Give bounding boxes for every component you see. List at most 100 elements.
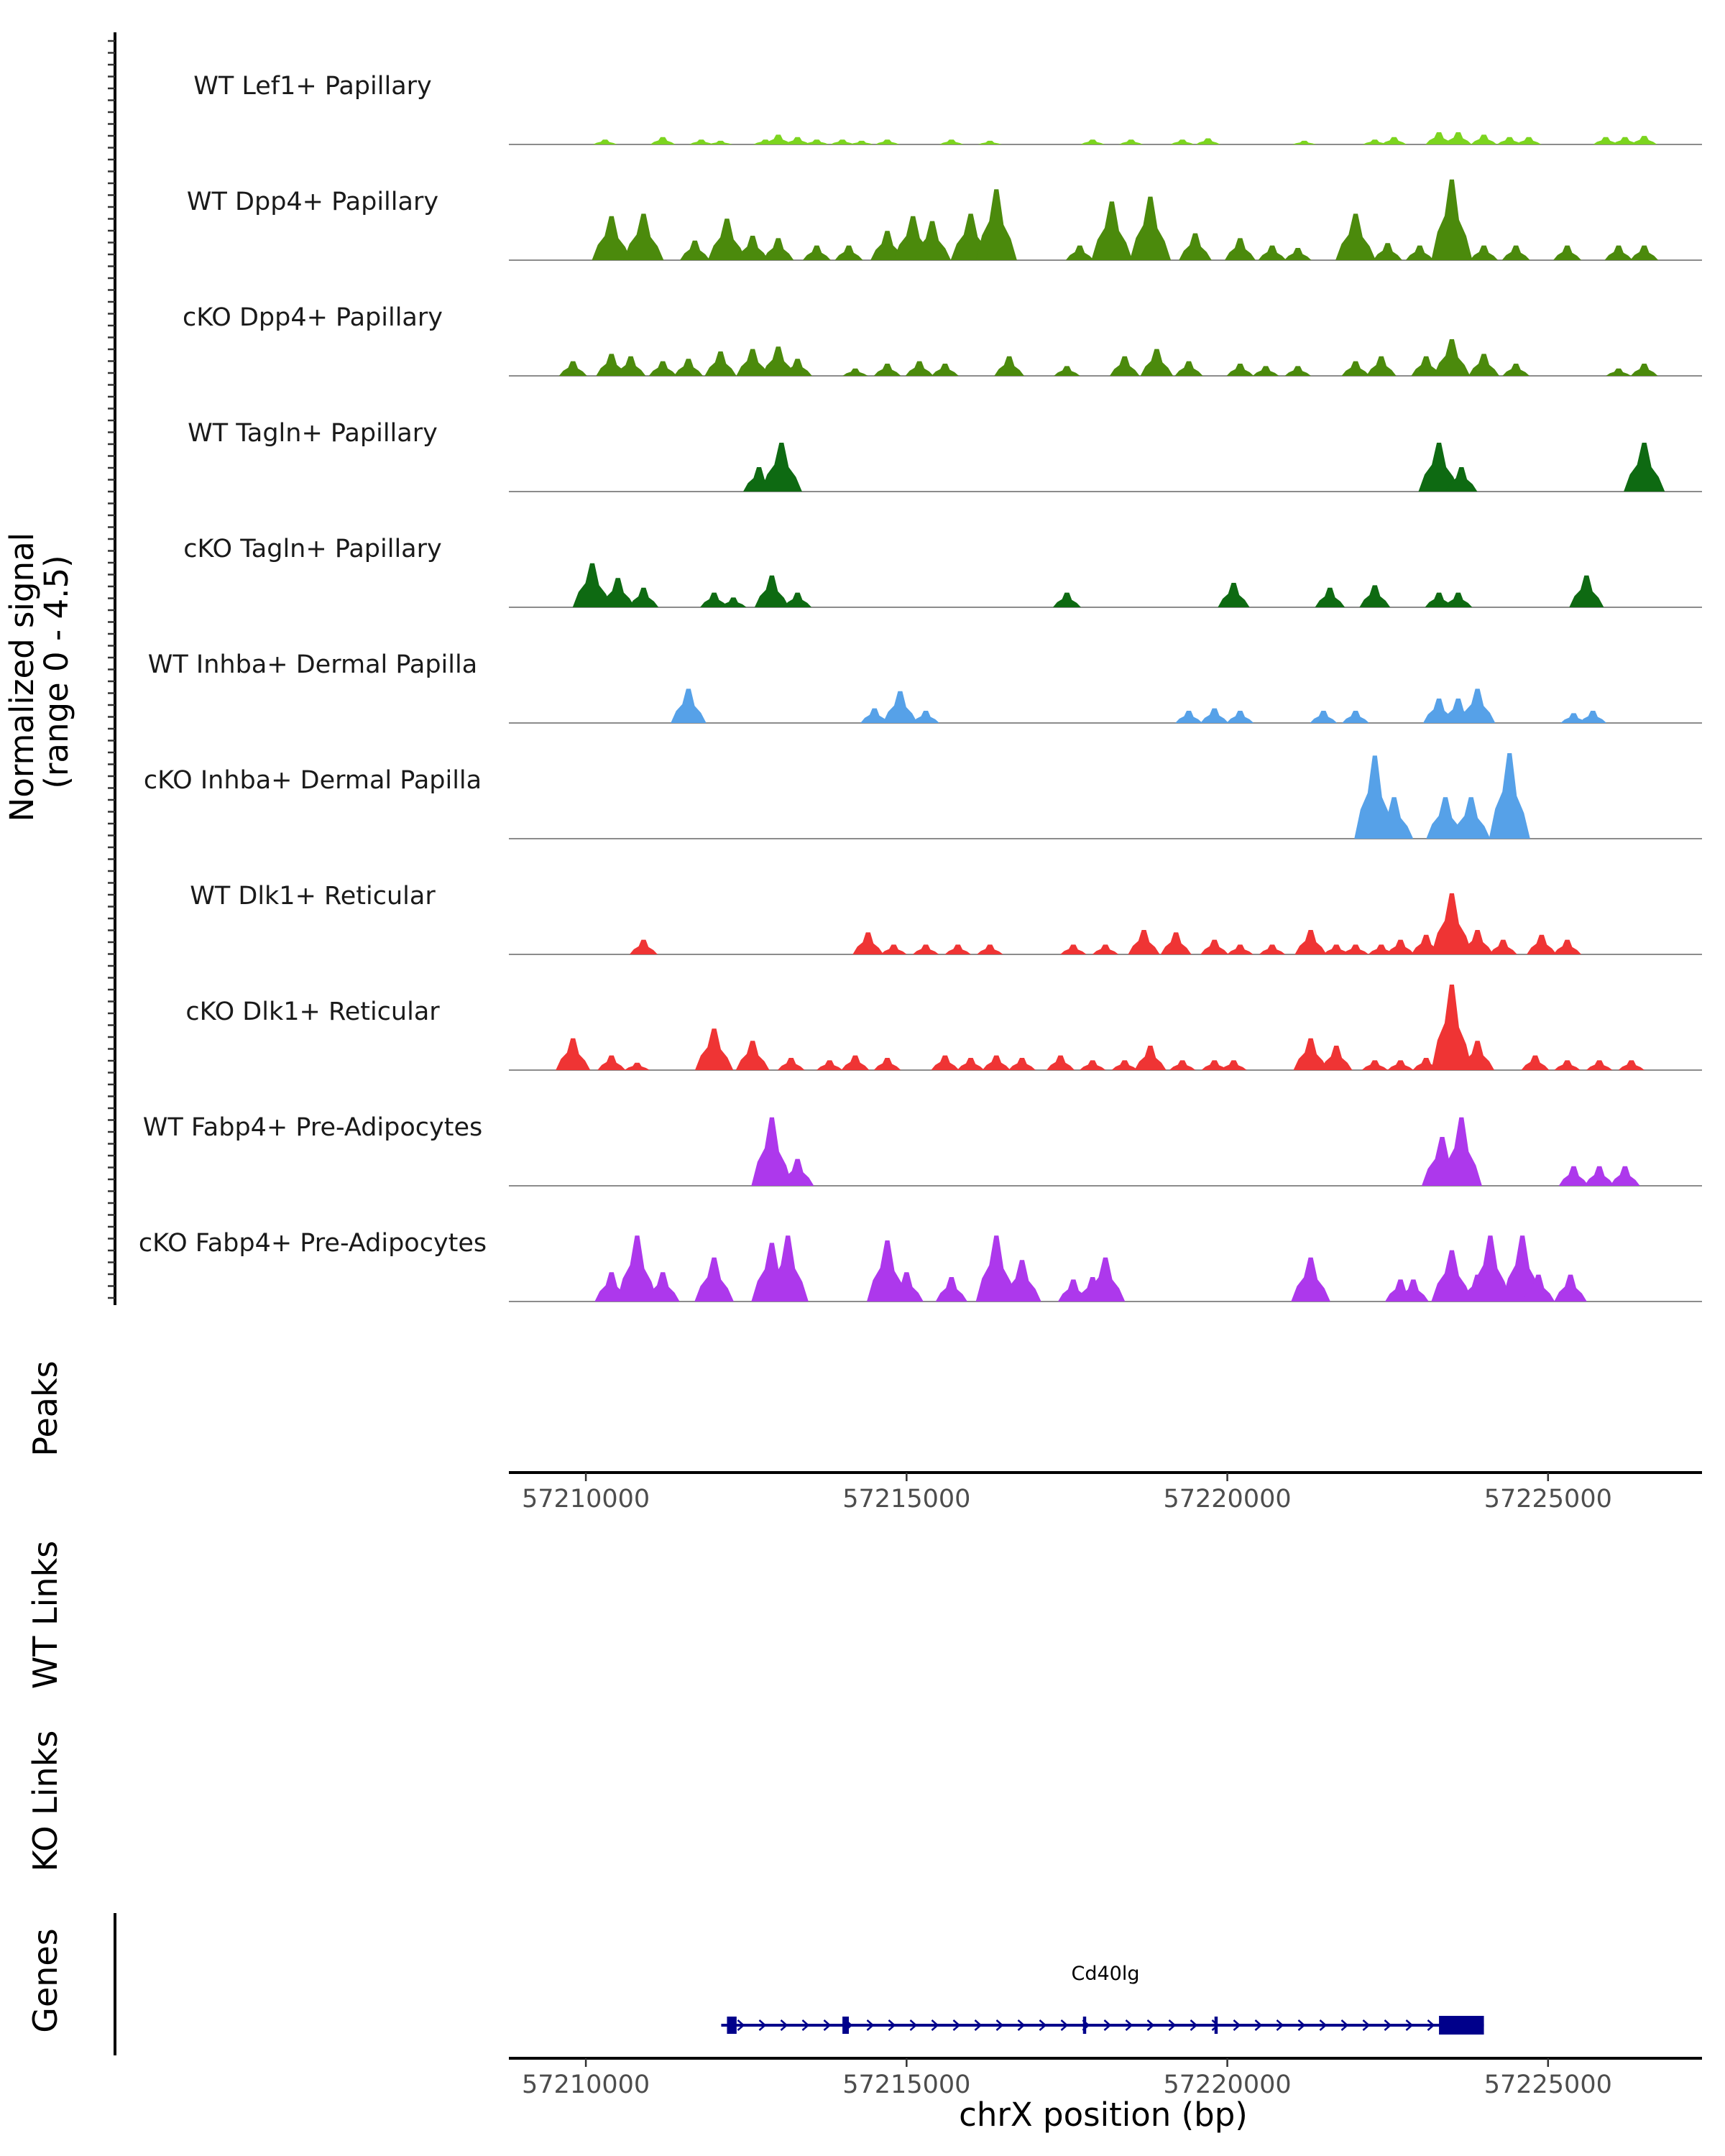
coverage-peak [1501, 1235, 1543, 1302]
strand-arrow [995, 2019, 1004, 2031]
peaks-x-axis: 57210000 57215000 57220000 57225000 [509, 1471, 1702, 1514]
track: cKO Fabp4+ Pre-Adipocytes [139, 1229, 1702, 1302]
coverage-peak [1341, 361, 1370, 376]
coverage-peak [975, 1235, 1017, 1302]
coverage-peak [754, 575, 789, 607]
coverage-peak [1362, 139, 1387, 144]
coverage-peak [1218, 583, 1250, 607]
coverage-peak [761, 346, 796, 376]
coverage-peak [1342, 711, 1369, 723]
coverage-peak [852, 932, 884, 954]
coverage-peak [1118, 139, 1144, 144]
coverage-peak [1065, 245, 1094, 260]
track: WT Tagln+ Papillary [188, 419, 1702, 492]
coverage-peak [1386, 939, 1415, 954]
coverage-peak [767, 1235, 809, 1302]
track-label: WT Dlk1+ Reticular [190, 882, 436, 911]
strand-arrow [974, 2019, 983, 2031]
coverage-peak [1170, 139, 1195, 144]
coverage-peak [1426, 797, 1465, 839]
x-tick-label: 57220000 [1163, 2070, 1291, 2099]
coverage-peak [1468, 354, 1500, 376]
track: WT Dlk1+ Reticular [190, 882, 1702, 955]
coverage-peak [1425, 132, 1453, 144]
strand-arrow [1276, 2019, 1284, 2031]
coverage-peak [912, 711, 939, 723]
x-axis-title: chrX position (bp) [959, 2096, 1248, 2134]
coverage-peak [1445, 132, 1472, 144]
track: WT Lef1+ Papillary [193, 72, 1702, 145]
x-tick-label: 57225000 [1484, 2070, 1612, 2099]
coverage-peak [1470, 245, 1499, 260]
strand-arrow [888, 2019, 896, 2031]
coverage-peak [680, 240, 710, 260]
coverage-peak [615, 356, 646, 376]
coverage-peak [650, 137, 676, 144]
coverage-peak [558, 361, 587, 376]
gene: Cd40lg [721, 1963, 1484, 2035]
coverage-peak [1593, 137, 1619, 144]
coverage-peak [944, 944, 971, 954]
coverage-peak [781, 1158, 814, 1186]
coverage-peak [1294, 930, 1327, 954]
coverage-peak [1501, 245, 1530, 260]
gene-exon [842, 2017, 850, 2034]
coverage-peak [777, 1058, 805, 1070]
ko-links-section-label: KO Links [26, 1731, 65, 1872]
coverage-peak [1374, 797, 1414, 839]
coverage-peak [1368, 944, 1394, 954]
coverage-peak [1440, 1117, 1482, 1186]
coverage-peak [1292, 140, 1317, 144]
coverage-peak [957, 1058, 985, 1070]
track-label: cKO Inhba+ Dermal Papilla [144, 766, 482, 795]
coverage-peak [673, 359, 704, 376]
coverage-peak [1003, 1260, 1041, 1302]
strand-arrow [1427, 2019, 1435, 2031]
coverage-tracks: WT Lef1+ Papillary WT Dpp4+ Papillary cKO … [139, 72, 1702, 1302]
coverage-peak [931, 1055, 960, 1070]
coverage-peak [883, 691, 918, 723]
coverage-peak [720, 597, 747, 607]
y-axis-title: Normalized signal (range 0 - 4.5) [3, 522, 75, 822]
coverage-peak [1469, 1235, 1512, 1302]
coverage-peak [1252, 366, 1279, 376]
coverage-peak [873, 1058, 901, 1070]
strand-arrow [1319, 2019, 1328, 2031]
coverage-peak [1489, 939, 1517, 954]
coverage-peak [1560, 713, 1587, 723]
coverage-peak [1397, 1279, 1429, 1302]
track-label: cKO Dpp4+ Papillary [183, 303, 443, 332]
coverage-peak [1431, 893, 1473, 954]
coverage-peak [601, 578, 635, 607]
coverage-peak [1293, 1038, 1328, 1070]
gene-exon [1214, 2017, 1218, 2034]
coverage-peak [760, 443, 802, 492]
coverage-peak [572, 563, 612, 607]
coverage-peak [783, 592, 812, 607]
coverage-peak [1431, 985, 1473, 1070]
coverage-peak [1459, 688, 1496, 723]
coverage-peak [700, 592, 729, 607]
coverage-peak [816, 1060, 843, 1070]
track: cKO Inhba+ Dermal Papilla [144, 753, 1702, 839]
coverage-peak [1258, 245, 1287, 260]
coverage-peak [616, 1235, 658, 1302]
strand-arrow [801, 2019, 810, 2031]
coverage-peak [1496, 137, 1522, 144]
coverage-peak [624, 1062, 650, 1070]
coverage-peak [1425, 592, 1453, 607]
coverage-peak [1226, 711, 1254, 723]
coverage-peak [1612, 137, 1638, 144]
coverage-peak [708, 140, 733, 144]
coverage-peak [1091, 201, 1133, 260]
coverage-peak [1179, 233, 1212, 260]
track-label: cKO Fabp4+ Pre-Adipocytes [139, 1229, 487, 1258]
coverage-peak [1630, 364, 1658, 376]
track: WT Inhba+ Dermal Papilla [148, 650, 1702, 724]
coverage-peak [830, 139, 855, 144]
coverage-peak [1522, 1274, 1555, 1302]
coverage-peak [1387, 1060, 1414, 1070]
coverage-peak [1584, 1166, 1615, 1186]
strand-arrow [823, 2019, 832, 2031]
coverage-peak [1291, 1257, 1330, 1302]
